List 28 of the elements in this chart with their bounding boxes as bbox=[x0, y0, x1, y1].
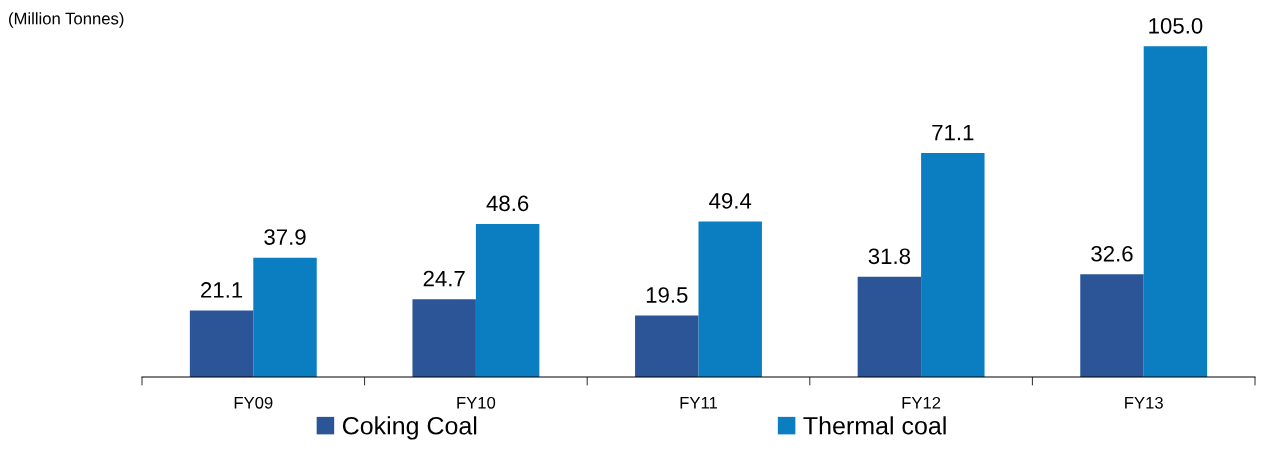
bar bbox=[1080, 274, 1144, 377]
data-label: 32.6 bbox=[1091, 245, 1133, 262]
legend-label: Coking Coal bbox=[342, 416, 477, 440]
data-label: 37.9 bbox=[264, 229, 306, 245]
x-tick-label: FY09 bbox=[234, 396, 273, 409]
data-label: 24.7 bbox=[423, 270, 465, 287]
data-label: 31.8 bbox=[868, 248, 911, 265]
y-axis-title: (Million Tonnes) bbox=[9, 12, 124, 28]
x-tick-label: FY12 bbox=[902, 396, 941, 409]
data-label: 49.4 bbox=[709, 192, 752, 209]
data-label: 105.0 bbox=[1149, 17, 1203, 34]
bar bbox=[412, 299, 476, 377]
bar bbox=[475, 223, 540, 377]
bar bbox=[698, 221, 762, 377]
legend-label: Thermal coal bbox=[803, 416, 946, 435]
data-label: 48.6 bbox=[486, 195, 529, 212]
bar bbox=[1143, 46, 1208, 377]
x-tick-label: FY10 bbox=[457, 396, 496, 409]
bar bbox=[253, 257, 317, 377]
bar bbox=[921, 153, 985, 377]
x-tick-label: FY11 bbox=[680, 397, 717, 409]
x-tick-label: FY13 bbox=[1125, 396, 1163, 409]
data-label: 19.5 bbox=[646, 287, 688, 303]
data-label: 21.1 bbox=[201, 282, 243, 298]
bar bbox=[635, 315, 699, 377]
bar bbox=[189, 310, 254, 377]
data-label: 71.1 bbox=[932, 124, 974, 141]
bar bbox=[857, 276, 922, 377]
